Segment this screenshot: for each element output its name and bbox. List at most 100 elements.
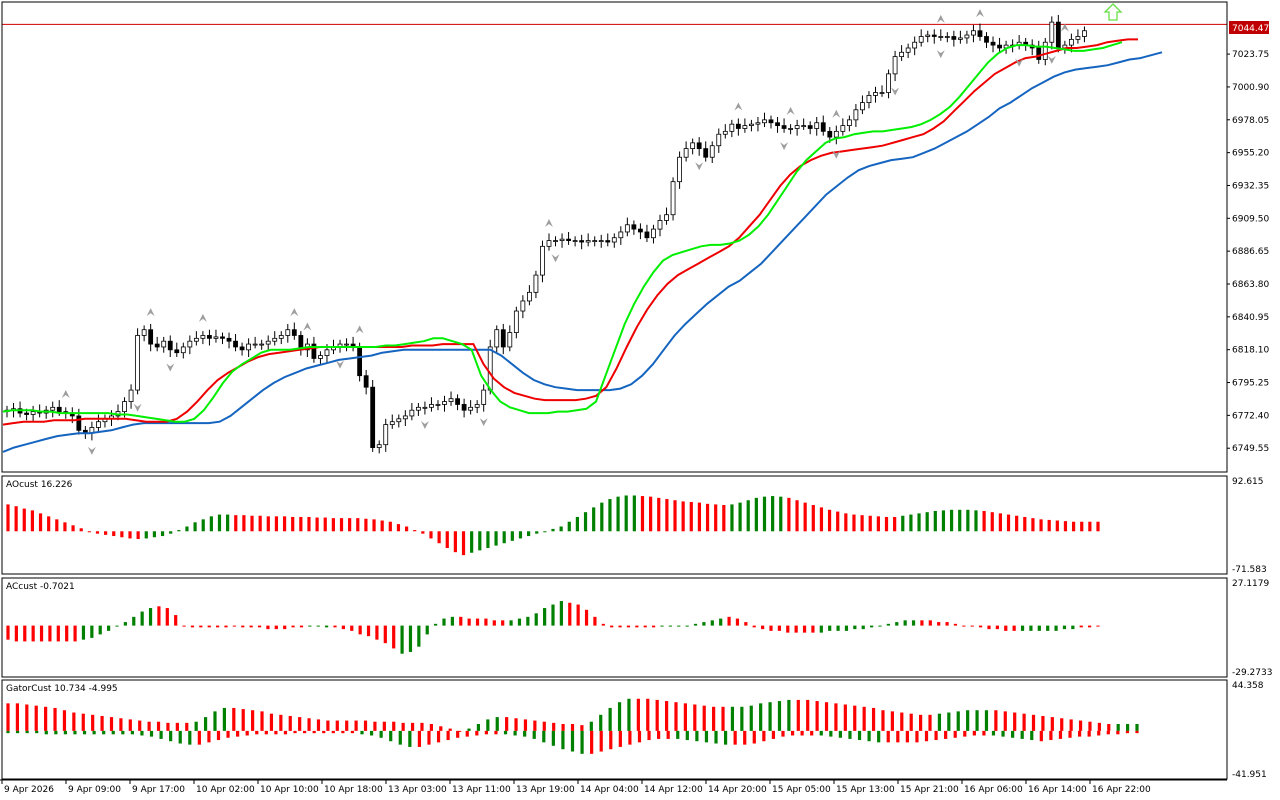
ac-bar (1088, 625, 1092, 628)
gator-lower-bar (1106, 730, 1110, 735)
fractal-up-icon (544, 218, 553, 227)
ao-bar (30, 510, 35, 532)
candle (670, 177, 676, 221)
fractal-down-icon (87, 446, 96, 455)
gator-lower-bar (714, 730, 718, 744)
gator-lower-bar (226, 730, 230, 738)
ac-bar (844, 625, 849, 631)
ao-bar (242, 515, 246, 532)
candle (252, 336, 258, 349)
ao-bar (771, 496, 775, 532)
ao-bar (722, 505, 726, 532)
ao-bar (299, 516, 303, 532)
gator-lower-bar (274, 730, 278, 735)
candle (585, 233, 591, 247)
ac-panel[interactable] (6, 601, 1100, 654)
ac-bar (325, 625, 329, 628)
gator-upper-bar (138, 720, 142, 731)
gator-panel[interactable] (6, 698, 1139, 754)
ao-bar (990, 512, 994, 532)
gator-upper-bar (439, 726, 443, 731)
ao-bar (71, 525, 75, 532)
candle (154, 336, 160, 352)
candle (788, 124, 793, 135)
ao-bar (437, 531, 441, 544)
gator-lower-bar (752, 730, 756, 744)
gator-upper-bar (843, 704, 847, 731)
gator-upper-bar (1031, 714, 1036, 731)
ao-bar (470, 531, 474, 553)
gator-lower-bar (398, 730, 402, 745)
gator-upper-bar (156, 721, 161, 731)
time-tick-label: 10 Apr 02:00 (196, 785, 255, 795)
gator-upper-bar (853, 705, 857, 731)
gator-upper-bar (824, 702, 829, 731)
ao-bar (795, 500, 799, 532)
candle (860, 95, 865, 115)
ao-panel[interactable] (6, 495, 1100, 556)
gator-upper-bar (1060, 718, 1064, 731)
gator-upper-bar (627, 698, 631, 731)
ac-bar (1046, 625, 1050, 631)
gator-upper-bar (458, 730, 462, 732)
ao-bar (827, 509, 832, 532)
fractal-down-icon (336, 360, 345, 369)
ao-bar (518, 531, 523, 539)
gator-lower-bar (159, 730, 163, 739)
ao-bar (396, 524, 401, 532)
gator-lower-bar (63, 730, 68, 735)
ao-bar (665, 499, 669, 532)
fractal-down-icon (695, 162, 704, 171)
candle (174, 342, 180, 358)
candle (794, 119, 800, 136)
gator-upper-bar (693, 704, 697, 731)
gator-upper-bar (166, 722, 170, 731)
ao-bar (128, 531, 132, 539)
gator-upper-bar (222, 707, 226, 731)
ac-bar (31, 625, 35, 642)
ac-min-label: -29.2733 (1232, 668, 1272, 678)
ao-bar (657, 497, 661, 532)
ao-bar (95, 531, 100, 534)
ao-bar (185, 526, 189, 532)
gator-upper-bar (721, 706, 725, 731)
ac-bar (241, 625, 245, 628)
price-panel[interactable] (2, 9, 1227, 455)
gator-upper-bar (1116, 723, 1120, 731)
candle (161, 336, 167, 353)
ao-bar (583, 512, 588, 532)
ac-bar (417, 625, 421, 647)
ao-bar (14, 506, 18, 532)
ac-bar (962, 625, 966, 627)
ac-bar (1012, 625, 1016, 631)
ac-bar (652, 625, 656, 628)
candle (781, 118, 787, 133)
ao-bar (388, 521, 392, 532)
candle (729, 119, 735, 138)
ac-bar (65, 625, 69, 642)
ac-bar (434, 623, 438, 626)
gator-upper-bar (608, 707, 612, 731)
candle (259, 339, 265, 350)
ao-bar (510, 531, 514, 541)
time-tick-label: 14 Apr 20:00 (708, 785, 767, 795)
gator-lower-bar (1135, 730, 1139, 734)
gator-upper-bar (175, 722, 179, 731)
ac-bar (90, 625, 94, 638)
gator-lower-bar (733, 730, 737, 745)
ac-bar (953, 623, 958, 626)
time-tick-label: 16 Apr 06:00 (964, 785, 1023, 795)
ac-bar (148, 608, 153, 626)
gator-lower-bar (666, 730, 670, 739)
ac-bar (207, 625, 211, 628)
ao-bar (38, 513, 43, 532)
candle (285, 323, 291, 343)
ao-bar (55, 519, 59, 532)
ao-bar (380, 520, 384, 532)
gator-lower-bar (523, 730, 527, 737)
gator-upper-bar (420, 722, 424, 731)
gator-upper-bar (1107, 723, 1111, 731)
ac-bar (635, 625, 639, 628)
price-tick-label: 6909.50 (1232, 214, 1269, 224)
